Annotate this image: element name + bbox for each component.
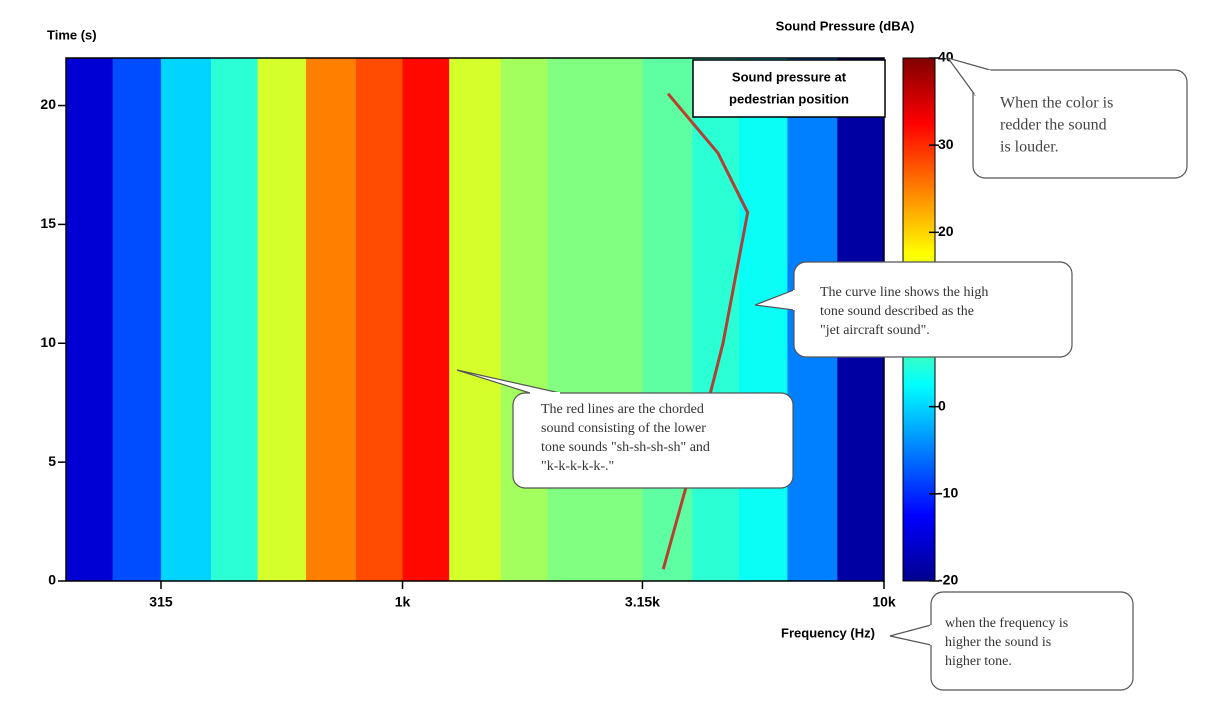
y-tick-label: 15 bbox=[40, 215, 56, 231]
x-axis-title: Frequency (Hz) bbox=[781, 625, 875, 640]
callout-text: The curve line shows the high bbox=[820, 285, 988, 300]
callout-text: is louder. bbox=[1000, 139, 1059, 156]
plot-area bbox=[66, 58, 885, 581]
callout-text: tone sound described as the bbox=[820, 304, 974, 319]
callout-text: higher the sound is bbox=[945, 635, 1051, 650]
band bbox=[500, 58, 548, 581]
band bbox=[547, 58, 595, 581]
position-label: Sound pressure at bbox=[732, 69, 847, 84]
x-tick-label: 3.15k bbox=[625, 594, 660, 610]
callout-box bbox=[512, 392, 794, 489]
band bbox=[692, 58, 740, 581]
y-tick-label: 5 bbox=[48, 453, 56, 469]
band bbox=[257, 58, 307, 581]
band bbox=[402, 58, 450, 581]
callout-text: higher tone. bbox=[945, 654, 1012, 669]
colorbar-tick-label: -20 bbox=[938, 572, 958, 588]
band bbox=[210, 58, 259, 581]
colorbar-tick-label: -10 bbox=[938, 485, 958, 501]
band bbox=[355, 58, 404, 581]
band bbox=[160, 58, 212, 581]
colorbar-tick-label: 20 bbox=[938, 223, 954, 239]
callout-box bbox=[972, 69, 1188, 179]
callout-pointer bbox=[889, 624, 932, 646]
y-tick-label: 20 bbox=[40, 96, 56, 112]
callout-text: "jet aircraft sound". bbox=[820, 323, 930, 338]
x-tick-label: 10k bbox=[872, 594, 896, 610]
y-axis-title: Time (s) bbox=[47, 27, 97, 42]
colorbar-title: Sound Pressure (dBA) bbox=[776, 18, 915, 33]
band bbox=[642, 58, 693, 581]
x-tick-label: 1k bbox=[395, 594, 411, 610]
callout-seam bbox=[974, 69, 991, 96]
band bbox=[305, 58, 357, 581]
callout-text: tone sounds "sh-sh-sh-sh" and bbox=[541, 440, 710, 455]
y-tick-label: 10 bbox=[40, 334, 56, 350]
callout-text: sound consisting of the lower bbox=[541, 421, 706, 436]
band bbox=[112, 58, 162, 581]
callout-text: "k-k-k-k-k-." bbox=[541, 459, 614, 474]
colorbar-tick-label: 30 bbox=[938, 136, 954, 152]
callout-text: when the frequency is bbox=[945, 616, 1068, 631]
y-tick-label: 0 bbox=[48, 572, 56, 588]
colorbar-tick-label: 0 bbox=[938, 397, 946, 413]
position-label-box bbox=[692, 59, 886, 118]
band bbox=[66, 58, 114, 581]
position-label: pedestrian position bbox=[729, 91, 849, 106]
band bbox=[739, 58, 788, 581]
x-tick-label: 315 bbox=[149, 594, 173, 610]
callout-text: When the color is bbox=[1000, 95, 1113, 112]
band bbox=[449, 58, 502, 581]
callout-text: The red lines are the chorded bbox=[541, 402, 704, 417]
band bbox=[594, 58, 643, 581]
callout-text: redder the sound bbox=[1000, 117, 1107, 134]
